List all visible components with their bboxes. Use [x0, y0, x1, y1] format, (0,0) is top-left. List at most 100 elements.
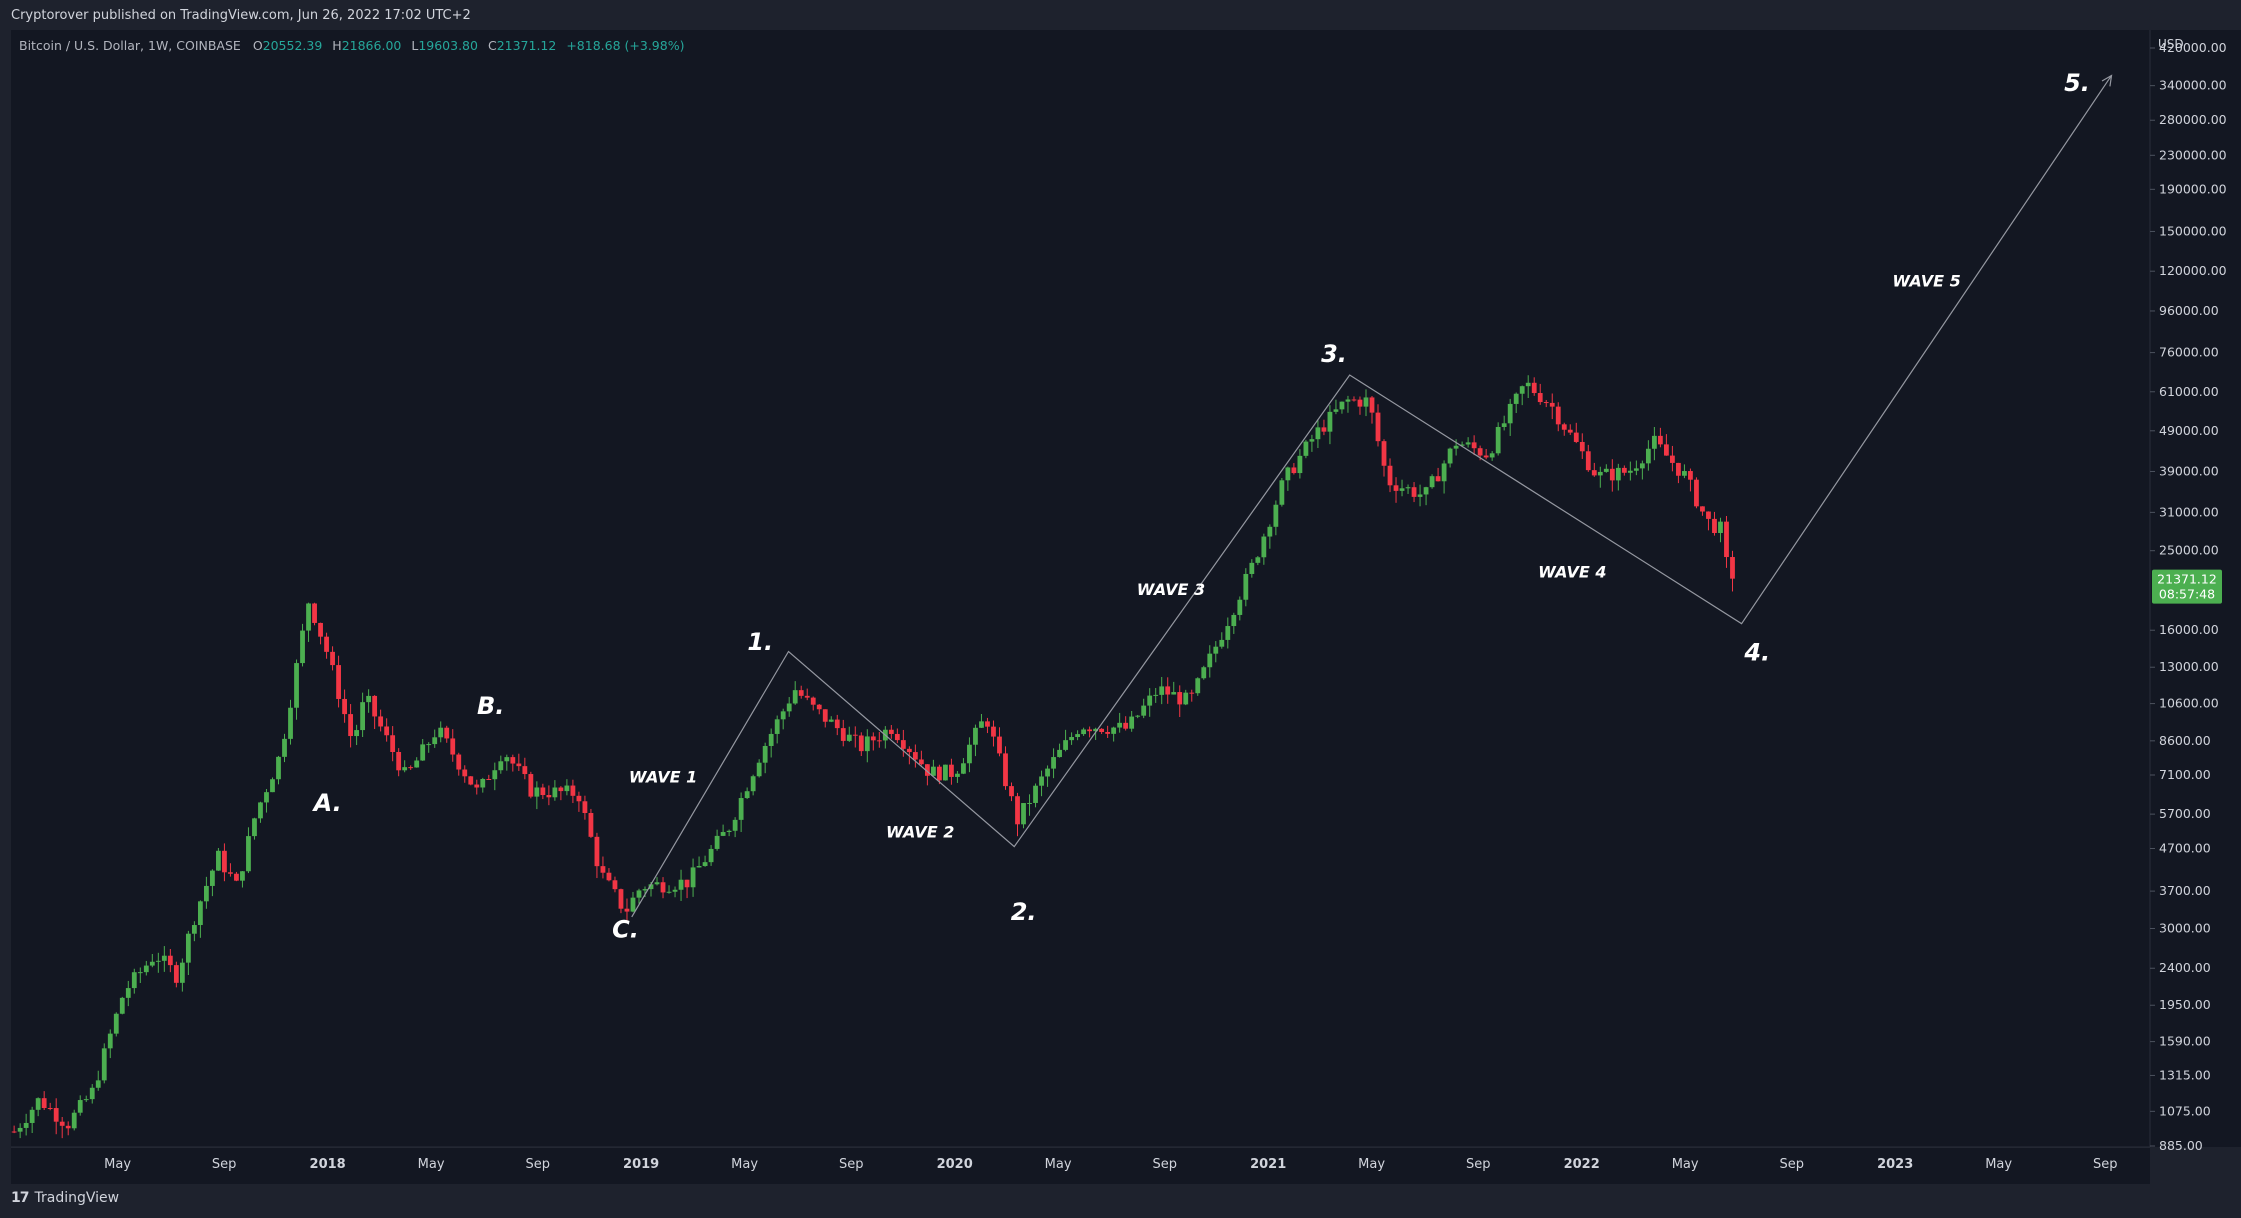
candle-body: [852, 734, 858, 736]
bar-countdown: 08:57:48: [2159, 587, 2215, 602]
candle-body: [1429, 476, 1435, 488]
candle-body: [888, 729, 894, 734]
candle-body: [1297, 455, 1303, 474]
price-tick-label: 13000.00: [2159, 659, 2219, 674]
candle-body: [420, 744, 426, 761]
candle-body: [1525, 382, 1531, 387]
candle-body: [258, 802, 263, 819]
candle-body: [41, 1098, 47, 1109]
candle-body: [161, 955, 167, 961]
candle-body: [1700, 506, 1705, 512]
candle-body: [1459, 444, 1465, 446]
wave-label: WAVE 2: [886, 822, 954, 841]
candle-body: [582, 801, 588, 813]
price-tick-label: 10600.00: [2159, 696, 2219, 711]
candle-body: [1609, 468, 1615, 481]
open-label: O: [252, 38, 263, 53]
time-tick-label: May: [104, 1157, 131, 1172]
candle-body: [408, 767, 414, 769]
candle-body: [1712, 518, 1717, 534]
time-tick-label: 2022: [1564, 1157, 1600, 1172]
candle-body: [588, 812, 594, 837]
candle-body: [973, 727, 978, 745]
candle-body: [480, 778, 486, 788]
elliott-wave-path: [631, 75, 2113, 918]
candle-body: [1441, 463, 1447, 482]
candle-body: [354, 730, 360, 737]
candle-body: [702, 862, 708, 867]
candle-body: [510, 757, 516, 764]
candle-body: [840, 728, 846, 741]
candle-body: [294, 663, 299, 708]
candle-body: [1021, 803, 1026, 825]
candle-body: [71, 1112, 77, 1129]
price-tick-label: 25000.00: [2159, 543, 2219, 558]
candle-body: [1615, 467, 1621, 481]
price-tick-label: 5700.00: [2159, 806, 2211, 821]
candle-body: [191, 925, 197, 934]
candle-body: [1706, 511, 1711, 519]
candle-body: [23, 1122, 29, 1128]
candle-body: [1393, 485, 1399, 491]
candle-body: [912, 752, 918, 760]
candle-body: [1123, 722, 1129, 729]
candle-body: [546, 795, 552, 798]
candle-body: [390, 735, 396, 753]
candle-body: [612, 880, 618, 890]
symbol-name[interactable]: Bitcoin / U.S. Dollar, 1W, COINBASE: [19, 38, 241, 53]
candle-body: [366, 695, 372, 703]
candle-body: [1682, 471, 1687, 476]
publish-bar: Cryptorover published on TradingView.com…: [0, 0, 2241, 30]
symbol-legend: Bitcoin / U.S. Dollar, 1W, COINBASE O205…: [19, 38, 684, 53]
candle-body: [468, 776, 474, 785]
candle-body: [534, 787, 540, 797]
candle-body: [240, 871, 245, 881]
candle-body: [846, 734, 852, 741]
candle-body: [228, 872, 233, 874]
chart-pane[interactable]: [11, 30, 2150, 1147]
candle-body: [330, 651, 335, 666]
candle-body: [654, 882, 660, 885]
price-tick-label: 7100.00: [2159, 767, 2211, 782]
candle-body: [600, 866, 606, 873]
candle-body: [1688, 471, 1693, 480]
candle-body: [1519, 386, 1525, 394]
candle-body: [264, 792, 269, 803]
candle-body: [672, 889, 678, 892]
candle-body: [780, 711, 786, 720]
candle-body: [1111, 727, 1117, 734]
candle-body: [1633, 468, 1639, 471]
candle-body: [570, 785, 576, 796]
candle-body: [1387, 465, 1393, 486]
candle-body: [384, 726, 390, 736]
candle-body: [1543, 402, 1549, 404]
candle-body: [456, 754, 462, 770]
candle-body: [1676, 462, 1681, 476]
candle-body: [618, 889, 624, 909]
candle-body: [1621, 467, 1627, 473]
candle-body: [624, 908, 630, 912]
candle-body: [1435, 476, 1441, 482]
candle-body: [360, 702, 366, 731]
candle-body: [1147, 695, 1153, 706]
price-tick-label: 120000.00: [2159, 263, 2227, 278]
candle-body: [498, 761, 504, 771]
last-price-tag: [2152, 569, 2222, 604]
candle-body: [768, 733, 774, 746]
candle-body: [1129, 716, 1135, 729]
open-value: 20552.39: [262, 38, 323, 53]
candle-body: [864, 736, 870, 752]
tradingview-logo[interactable]: 17 TradingView: [11, 1190, 119, 1206]
price-tick-label: 39000.00: [2159, 463, 2219, 478]
candle-body: [1057, 749, 1062, 758]
candle-body: [810, 697, 816, 705]
candle-body: [1099, 728, 1105, 733]
candle-body: [558, 787, 564, 792]
candle-body: [1453, 445, 1459, 449]
candle-body: [246, 836, 251, 872]
candle-body: [1195, 678, 1201, 694]
candle-body: [822, 709, 828, 722]
candle-body: [1069, 737, 1074, 741]
candle-body: [1117, 722, 1123, 728]
